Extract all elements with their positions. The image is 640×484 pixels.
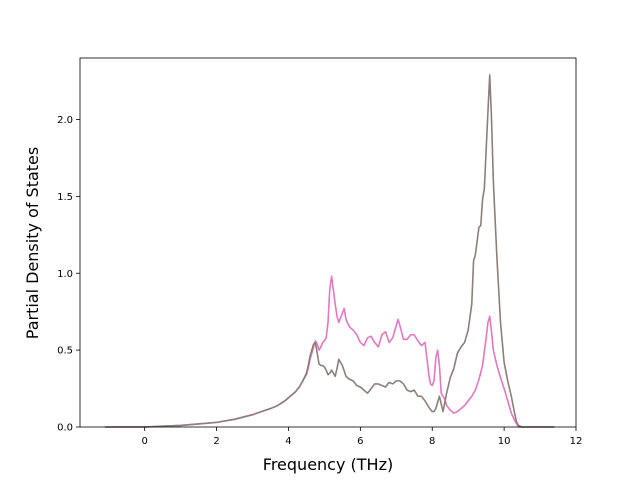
- y-tick-label: 1.0: [57, 269, 73, 280]
- x-tick-label: 0: [142, 436, 148, 447]
- y-tick-label: 2.0: [57, 115, 73, 126]
- x-tick-label: 6: [357, 436, 363, 447]
- tick-layer: 0 2 4 6 8 10 12 0.0 0.5 1.0 1.5 2.0: [57, 115, 582, 447]
- plot-frame: [79, 57, 577, 428]
- series-line-2: [105, 74, 555, 428]
- x-tick-label: 12: [570, 436, 583, 447]
- y-tick-label: 0.0: [57, 423, 73, 434]
- x-tick-label: 8: [429, 436, 435, 447]
- y-tick-label: 1.5: [57, 192, 73, 203]
- series-line-1: [105, 275, 555, 428]
- y-tick-label: 0.5: [57, 346, 73, 357]
- x-axis-label: Frequency (THz): [263, 455, 393, 474]
- series-layer: [105, 74, 555, 428]
- y-axis-label: Partial Density of States: [23, 147, 42, 339]
- x-tick-label: 4: [285, 436, 291, 447]
- x-tick-label: 2: [213, 436, 219, 447]
- x-tick-label: 10: [498, 436, 511, 447]
